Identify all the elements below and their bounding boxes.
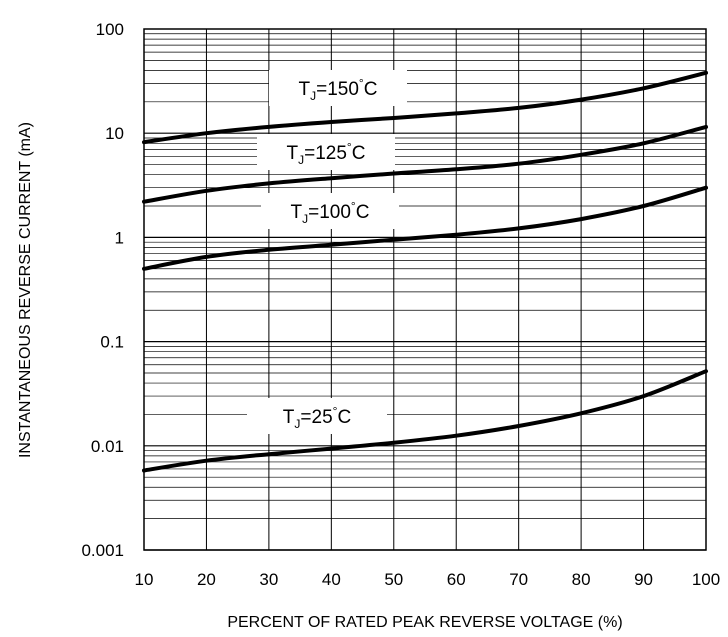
curve-label-degree: ° (359, 76, 364, 90)
y-tick-label: 10 (105, 124, 124, 143)
y-tick-label: 0.001 (81, 541, 124, 560)
x-tick-label: 10 (135, 570, 154, 589)
x-tick-label: 60 (447, 570, 466, 589)
curve-label-bg-2 (261, 193, 399, 229)
x-tick-label: 40 (322, 570, 341, 589)
curve-label-unit: C (352, 143, 366, 164)
y-tick-label: 100 (96, 20, 124, 39)
curve-label-0: TJ=150°C (299, 76, 378, 103)
x-tick-label: 70 (509, 570, 528, 589)
curve-label-main: T (299, 79, 311, 100)
curve-label-value: =150 (316, 79, 359, 100)
curve-label-2: TJ=100°C (291, 199, 370, 226)
curve-label-degree: ° (333, 404, 338, 418)
series-line-2 (142, 185, 708, 271)
curve-label-main: T (287, 143, 299, 164)
curve-label-value: =100 (308, 202, 351, 223)
series-line-3 (142, 369, 708, 473)
curve-label-value: =125 (304, 143, 347, 164)
curve-label-degree: ° (351, 199, 356, 213)
curve-label-unit: C (337, 407, 351, 428)
curve-label-bg-0 (269, 70, 407, 106)
y-tick-label: 0.01 (91, 437, 124, 456)
curve-label-bg-3 (247, 398, 387, 434)
x-tick-label: 90 (634, 570, 653, 589)
x-tick-label: 20 (197, 570, 216, 589)
x-tick-label: 100 (692, 570, 720, 589)
curve-label-main: T (283, 407, 295, 428)
y-tick-labels: 0.001 0.01 0.1 1 10 100 (81, 20, 124, 560)
plot-frame (143, 28, 707, 551)
x-tick-label: 30 (259, 570, 278, 589)
grid (143, 29, 707, 551)
x-tick-label: 50 (384, 570, 403, 589)
series-line-0 (142, 70, 708, 145)
series-line-1 (142, 124, 708, 204)
curve-label-bg-1 (257, 134, 395, 170)
curve-label-3: TJ=25°C (283, 404, 351, 431)
curve-label-sub: J (302, 212, 308, 226)
x-tick-label: 80 (572, 570, 591, 589)
curve-label-main: T (291, 202, 303, 223)
curve-labels: TJ=150°CTJ=125°CTJ=100°CTJ=25°C (247, 70, 407, 434)
x-tick-labels: 10 20 30 40 50 60 70 80 90 100 (135, 570, 721, 589)
x-axis-title: PERCENT OF RATED PEAK REVERSE VOLTAGE (%… (227, 614, 622, 631)
curve-label-sub: J (298, 153, 304, 167)
curve-label-value: =25 (300, 407, 332, 428)
curve-label-unit: C (364, 79, 378, 100)
curve-label-sub: J (310, 89, 316, 103)
curve-label-unit: C (356, 202, 370, 223)
curve-label-sub: J (294, 417, 300, 431)
curves (142, 70, 708, 473)
y-tick-label: 0.1 (100, 333, 124, 352)
curve-label-1: TJ=125°C (287, 140, 366, 167)
y-tick-label: 1 (115, 228, 124, 247)
y-axis-title: INSTANTANEOUS REVERSE CURRENT (mA) (17, 122, 34, 458)
curve-label-degree: ° (347, 140, 352, 154)
